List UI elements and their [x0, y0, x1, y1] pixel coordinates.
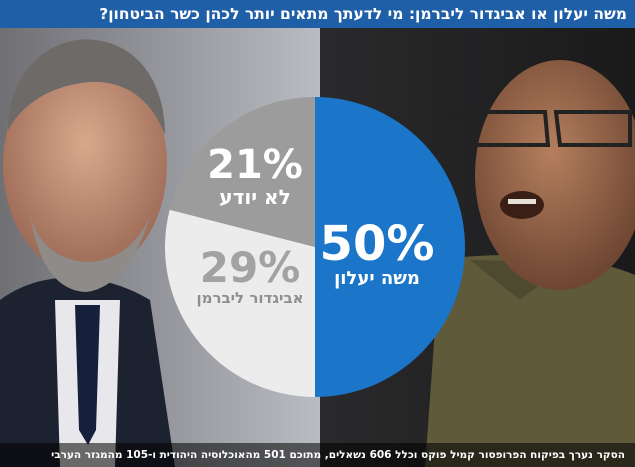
slice-name-label-liberman: אביגדור ליברמן [196, 289, 303, 307]
pie-slice-yaalon [315, 97, 465, 397]
slice-name-label-dont-know: לא יודע [219, 185, 290, 209]
chart-title: משה יעלון או אביגדור ליברמן: מי לדעתך מת… [0, 0, 635, 28]
survey-footnote: הסקר נערך בפיקוח הפרופסור קמיל פוקס וכלל… [0, 443, 635, 467]
yaalon-photo [320, 0, 635, 467]
slice-value-label-yaalon: 50% [320, 216, 435, 272]
slice-name-label-yaalon: משה יעלון [334, 268, 420, 289]
slice-value-label-liberman: 29% [200, 243, 301, 292]
pie-slice-liberman [164, 209, 315, 397]
pie-slice-dont-know [169, 97, 315, 247]
slice-value-label-dont-know: 21% [207, 142, 303, 188]
